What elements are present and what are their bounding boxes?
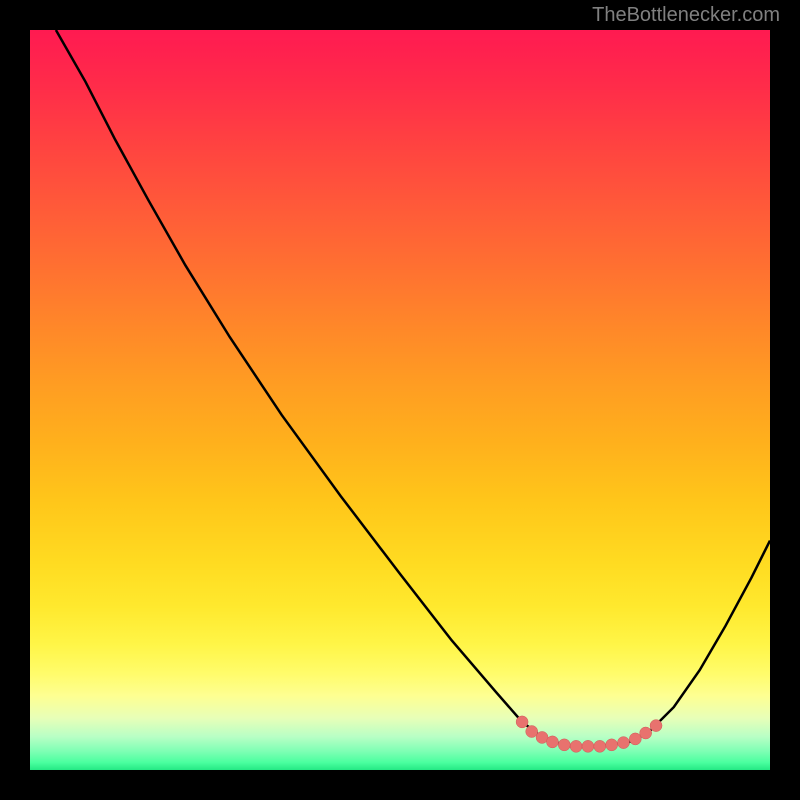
optimal-marker xyxy=(629,733,641,745)
optimal-marker xyxy=(640,727,652,739)
watermark-text: TheBottlenecker.com xyxy=(592,4,780,27)
optimal-marker xyxy=(526,726,538,738)
optimal-marker xyxy=(570,740,582,752)
optimal-marker xyxy=(617,737,629,749)
optimal-marker xyxy=(546,736,558,748)
curve-overlay xyxy=(30,30,770,770)
optimal-marker xyxy=(558,739,570,751)
optimal-marker xyxy=(594,740,606,752)
optimal-marker xyxy=(516,716,528,728)
optimal-marker xyxy=(606,739,618,751)
bottleneck-curve xyxy=(56,30,770,746)
plot-area xyxy=(30,30,770,770)
optimal-markers xyxy=(516,716,662,752)
optimal-marker xyxy=(650,720,662,732)
optimal-marker xyxy=(582,740,594,752)
